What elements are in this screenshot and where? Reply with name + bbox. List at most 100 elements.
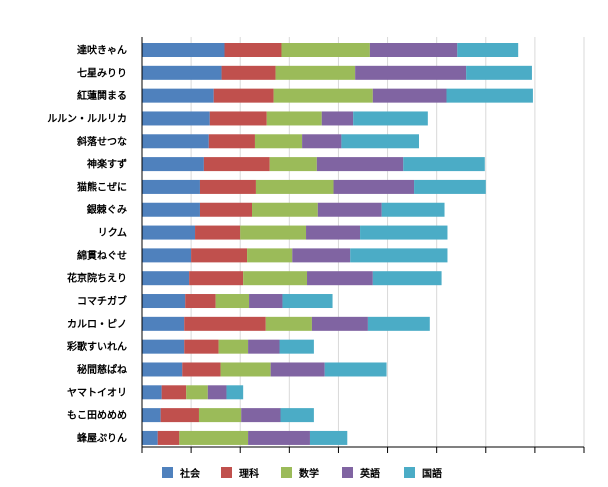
category-label: カルロ・ピノ (67, 318, 127, 330)
bar-segment (142, 271, 190, 286)
bar-segment (269, 157, 317, 172)
bar-segment (142, 339, 185, 354)
bar-segment (273, 88, 373, 103)
legend-swatch (162, 467, 173, 478)
bar-segment (446, 88, 533, 103)
legend-label: 社会 (179, 467, 200, 480)
legend-swatch (281, 467, 292, 478)
bar-segment (279, 339, 314, 354)
bar-segment (207, 385, 227, 400)
bar-segment (142, 385, 162, 400)
category-label: 七星みりり (77, 66, 127, 79)
bar-segment (142, 362, 183, 377)
bar-segment (241, 408, 281, 423)
bar-segment (360, 225, 448, 240)
bar-segment (265, 316, 312, 331)
bar-segment (367, 316, 430, 331)
legend-label: 数学 (299, 467, 319, 480)
bar-segment (254, 134, 303, 149)
bar-segment (350, 248, 448, 263)
category-label: コマチガブ (77, 295, 127, 308)
category-label: ヤマトイオリ (67, 387, 127, 399)
bar-segment (281, 43, 370, 57)
bar-segment (372, 88, 447, 103)
bar-segment (184, 316, 266, 331)
category-label: 銀棘ぐみ (87, 203, 127, 216)
bar-segment (248, 339, 280, 354)
legend-swatch (342, 467, 353, 478)
bar-segment (275, 65, 356, 80)
bar-segment (317, 202, 382, 217)
bar-segment (184, 339, 219, 354)
bar-segment (142, 157, 204, 172)
bar-segment (249, 294, 283, 309)
category-label: 斜落せつな (76, 135, 127, 148)
bar-segment (142, 179, 200, 194)
bar-segment (341, 134, 419, 149)
bar-segment (195, 225, 241, 240)
bar-segment (142, 430, 158, 445)
bar-segment (292, 248, 351, 263)
bar-segment (199, 179, 256, 194)
legend-label: 英語 (359, 467, 380, 480)
category-label: 達吠きゃん (77, 44, 127, 57)
bar-segment (198, 408, 242, 423)
bar-segment (280, 408, 314, 423)
bar-segment (186, 385, 208, 400)
bar-segment (218, 339, 249, 354)
legend-label: 国語 (422, 467, 442, 480)
bar-segment (224, 43, 282, 57)
bar-segment (226, 385, 244, 400)
bar-segment (160, 408, 199, 423)
bar-segment (142, 248, 192, 263)
bar-segment (213, 88, 274, 103)
bar-segment (247, 248, 293, 263)
bar-segment (372, 271, 442, 286)
bar-segment (142, 202, 200, 217)
category-label: 蜂屋ぷりん (77, 431, 127, 444)
bar-segment (142, 111, 210, 126)
bar-segment (355, 65, 467, 80)
legend-swatch (404, 467, 415, 478)
bar-segment (255, 179, 334, 194)
bar-segment (220, 362, 271, 377)
bar-segment (243, 271, 308, 286)
bar-segment (311, 316, 368, 331)
bar-segment (466, 65, 532, 80)
bar-segment (203, 157, 270, 172)
bar-segment (282, 294, 333, 309)
bar-segment (309, 430, 348, 445)
category-label: 彩歌すいれん (66, 340, 127, 353)
bar-segment (185, 294, 216, 309)
bar-segment (307, 271, 373, 286)
bar-segment (142, 316, 185, 331)
bar-segment (324, 362, 387, 377)
bar-segment (270, 362, 325, 377)
bar-segment (215, 294, 250, 309)
bar-segment (191, 248, 248, 263)
bar-segment (142, 43, 225, 57)
category-label: もこ田めめめ (67, 410, 127, 422)
bar-segment (179, 430, 249, 445)
bar-segment (161, 385, 187, 400)
bar-segment (240, 225, 307, 240)
bar-segment (142, 408, 161, 423)
bar-segment (306, 225, 361, 240)
category-label: 神楽すず (87, 158, 127, 171)
bar-segment (266, 111, 322, 126)
category-label: ルルン・ルルリカ (47, 113, 127, 125)
bar-segment (142, 225, 196, 240)
legend-swatch (221, 467, 232, 478)
bar-segment (457, 43, 519, 57)
category-label: 紅蓮鬨まる (77, 89, 127, 102)
category-label: 猫熊こぜに (77, 180, 127, 193)
bar-segment (182, 362, 221, 377)
bar-segment (208, 134, 255, 149)
category-label: 花京院ちえり (67, 272, 127, 285)
bar-segment (403, 157, 485, 172)
bar-segment (414, 179, 486, 194)
bar-segment (248, 430, 310, 445)
category-label: 秘間慈ぱね (77, 363, 127, 376)
